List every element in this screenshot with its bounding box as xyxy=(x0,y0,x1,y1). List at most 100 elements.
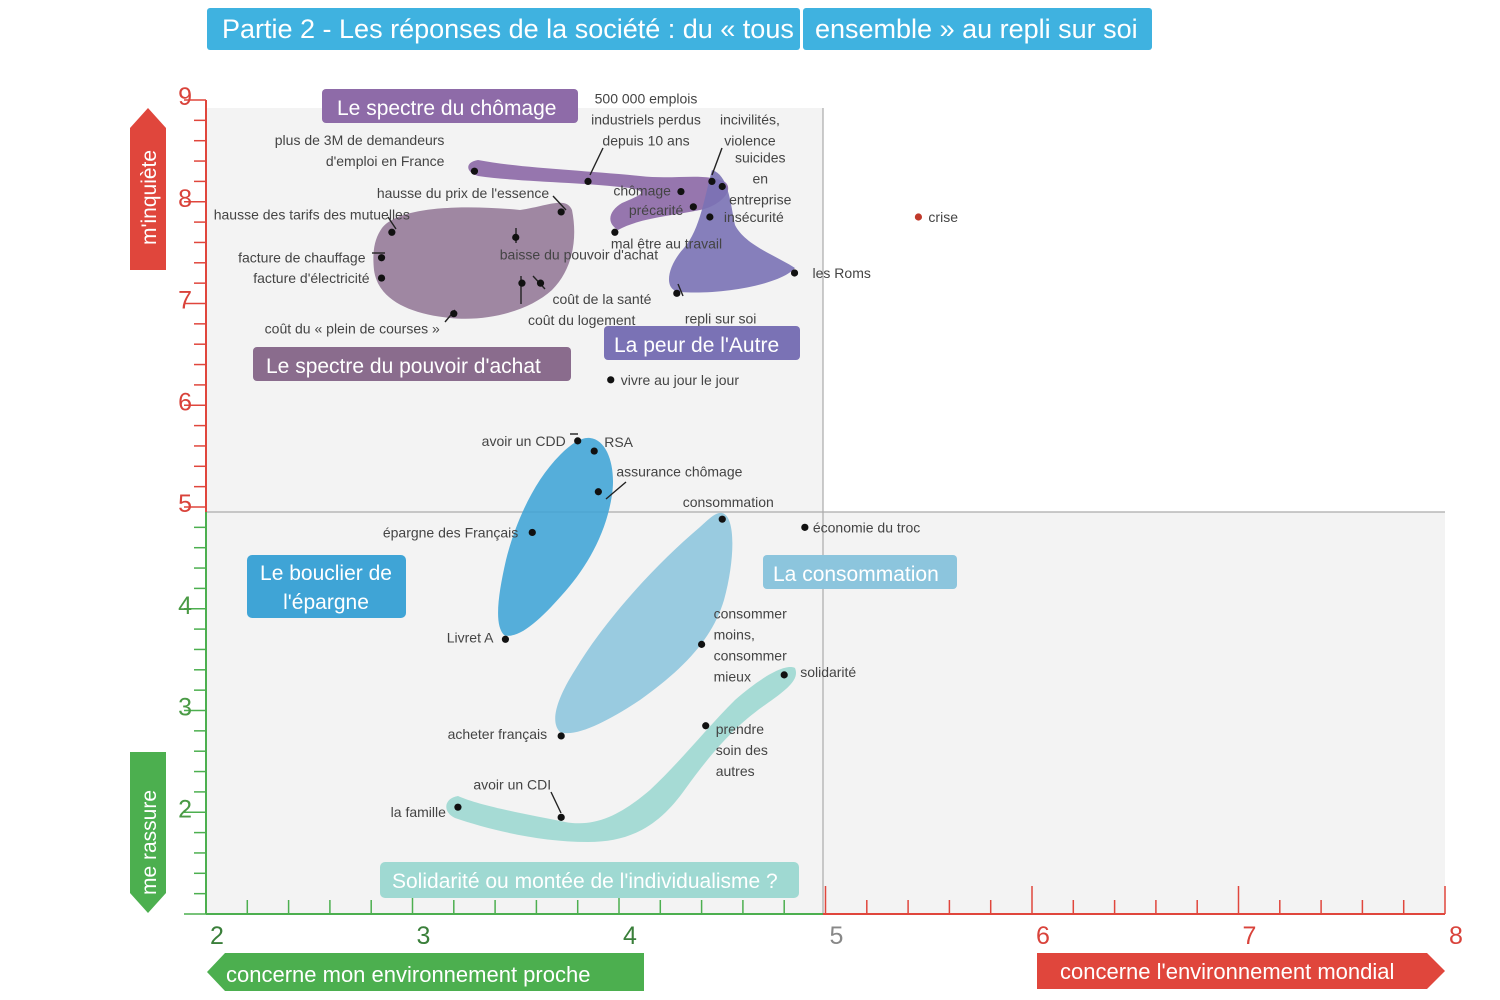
data-point-label: suicides en entreprise xyxy=(729,149,791,207)
data-point-label: repli sur soi xyxy=(685,310,757,326)
data-point-label-line: hausse des tarifs des mutuelles xyxy=(214,206,410,222)
data-point-label: consommation xyxy=(683,494,774,510)
title-right: ensemble » au repli sur soi xyxy=(815,14,1138,44)
data-point-label-line: entreprise xyxy=(729,191,791,207)
data-point-label-line: 500 000 emplois xyxy=(595,90,698,106)
x-tick-labels: 2 3 4 5 6 7 8 xyxy=(210,922,1463,950)
data-point-label-line: épargne des Français xyxy=(383,524,518,540)
data-point-label: RSA xyxy=(604,434,633,450)
data-point-label-line: assurance chômage xyxy=(616,464,742,480)
data-point-label-line: facture de chauffage xyxy=(238,250,366,266)
leader-500000 xyxy=(589,147,604,176)
x-right-label: concerne l'environnement mondial xyxy=(1060,959,1394,984)
data-point-label: plus de 3M de demandeurs d'emploi en Fran… xyxy=(275,132,445,169)
data-point xyxy=(708,177,716,185)
cluster-shapes xyxy=(373,160,797,842)
group-epargne-label-line2: l'épargne xyxy=(283,591,369,614)
data-point-label: les Roms xyxy=(813,265,871,281)
group-autre-label: La peur de l'Autre xyxy=(614,334,779,357)
data-point-label: coût du logement xyxy=(528,312,636,328)
leader-repli xyxy=(677,283,684,297)
data-point-label-line: suicides xyxy=(735,149,786,165)
data-point-label: facture d'électricité xyxy=(253,270,369,286)
data-point-label-line: crise xyxy=(928,209,958,225)
data-point-label: coût de la santé xyxy=(553,291,652,307)
data-point-label-line: mal être au travail xyxy=(611,235,722,251)
data-point xyxy=(377,254,386,262)
data-point-label: précarité xyxy=(629,202,684,218)
x-tick-label: 8 xyxy=(1449,922,1463,950)
data-point-label: crise xyxy=(928,209,958,225)
x-tick-label: 2 xyxy=(210,922,224,950)
data-point-label: incivilités, violence xyxy=(720,111,780,148)
y-tick-label: 6 xyxy=(178,388,192,416)
data-point-label-line: solidarité xyxy=(800,664,856,680)
data-point-label: acheter français xyxy=(448,726,548,742)
data-point-label-line: plus de 3M de demandeurs xyxy=(275,132,445,148)
cluster-pouvoir-achat xyxy=(373,202,575,319)
x-left-arrow-shape xyxy=(207,953,644,991)
data-point xyxy=(698,640,706,648)
data-point-label: chômage xyxy=(613,183,671,199)
x-right-arrow-shape xyxy=(1037,953,1445,989)
x-tick-label: 3 xyxy=(417,922,431,950)
data-point-label: économie du troc xyxy=(813,519,920,535)
y-tick-label: 7 xyxy=(178,287,192,315)
cluster-peur-autre xyxy=(668,170,795,293)
data-point-label-line: soin des xyxy=(716,742,768,758)
data-point-label-line: baisse du pouvoir d'achat xyxy=(500,246,658,262)
data-point xyxy=(611,228,619,236)
x-tick-label: 6 xyxy=(1036,922,1050,950)
data-point xyxy=(528,528,536,537)
leader-assurance xyxy=(605,481,627,500)
data-point-label-line: économie du troc xyxy=(813,519,920,535)
group-pouvoir-box xyxy=(253,347,571,381)
data-point-label: insécurité xyxy=(724,209,784,225)
y-top-arrow: m'inquiète xyxy=(130,108,166,270)
data-point xyxy=(607,376,615,384)
y-bottom-label: me rassure xyxy=(138,790,161,895)
data-point xyxy=(557,732,565,740)
y-tick-label: 9 xyxy=(178,83,192,111)
data-point-label: assurance chômage xyxy=(616,464,742,480)
y-tick-label: 8 xyxy=(178,185,192,213)
data-point-label-line: les Roms xyxy=(813,265,871,281)
leader-incivilites xyxy=(711,147,723,176)
x-right-arrow: concerne l'environnement mondial xyxy=(1037,953,1445,989)
x-left-label: concerne mon environnement proche xyxy=(226,962,590,987)
data-point-label-line: mieux xyxy=(714,668,751,684)
data-point-label-line: avoir un CDD xyxy=(482,433,566,449)
data-point-label-line: en xyxy=(752,170,768,186)
data-point-label-line: autres xyxy=(716,763,755,779)
data-point-label: baisse du pouvoir d'achat xyxy=(500,246,658,262)
title-banner: Partie 2 - Les réponses de la société : … xyxy=(207,8,1152,50)
data-point-label-line: RSA xyxy=(604,434,633,450)
data-point xyxy=(454,803,462,811)
title-box-left xyxy=(207,8,800,50)
data-point xyxy=(702,722,710,730)
data-point xyxy=(536,279,545,287)
x-axis: 2 3 4 5 6 7 8 xyxy=(205,886,1463,950)
data-point xyxy=(780,671,788,679)
y-tick-labels: 9 8 7 6 5 4 3 2 xyxy=(178,83,192,823)
data-point xyxy=(512,233,520,241)
data-point xyxy=(706,213,714,221)
data-point-label-line: avoir un CDI xyxy=(473,776,551,792)
data-point xyxy=(801,523,809,531)
title-box-right xyxy=(803,8,1152,50)
y-top-label: m'inquiète xyxy=(138,150,161,245)
y-axis: 9 8 7 6 5 4 3 2 xyxy=(178,83,207,915)
data-point xyxy=(377,274,386,282)
data-point-label: prendre soin des autres xyxy=(716,721,768,779)
data-point-label: hausse des tarifs des mutuelles xyxy=(214,206,410,222)
data-point-label-line: prendre xyxy=(716,721,764,737)
leader-lines xyxy=(372,147,723,814)
data-point xyxy=(590,447,598,455)
data-point-label-line: consommation xyxy=(683,494,774,510)
data-point-label-line: consommer xyxy=(714,647,787,663)
data-point xyxy=(584,177,592,185)
data-point-label-line: incivilités, xyxy=(720,111,780,127)
data-point-label-line: coût du logement xyxy=(528,312,636,328)
data-point xyxy=(450,310,458,318)
